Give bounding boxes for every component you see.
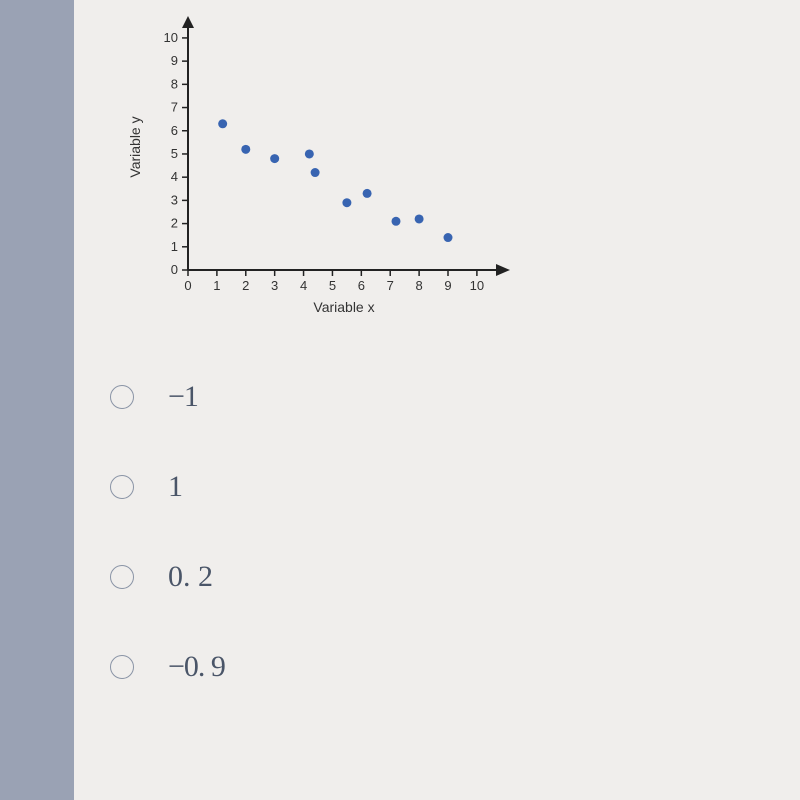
svg-text:Variable x: Variable x — [313, 299, 374, 315]
svg-text:0: 0 — [184, 278, 191, 293]
svg-text:7: 7 — [171, 100, 178, 115]
option-2[interactable]: 0. 2 — [110, 560, 225, 594]
svg-text:7: 7 — [387, 278, 394, 293]
left-margin-bar — [0, 0, 74, 800]
answer-options: −1 1 0. 2 −0. 9 — [110, 380, 225, 740]
scatter-svg: 0 1 2 3 4 5 6 7 8 9 10 0 1 2 3 4 5 6 7 8 9 10 Variable x Variab… — [120, 10, 550, 320]
svg-text:1: 1 — [213, 278, 220, 293]
option-3[interactable]: −0. 9 — [110, 650, 225, 684]
svg-text:5: 5 — [329, 278, 336, 293]
svg-text:6: 6 — [358, 278, 365, 293]
svg-text:8: 8 — [171, 76, 178, 91]
svg-text:2: 2 — [242, 278, 249, 293]
svg-text:2: 2 — [171, 216, 178, 231]
svg-text:3: 3 — [271, 278, 278, 293]
svg-text:8: 8 — [415, 278, 422, 293]
svg-text:4: 4 — [300, 278, 307, 293]
svg-text:3: 3 — [171, 192, 178, 207]
svg-text:4: 4 — [171, 169, 178, 184]
radio-icon[interactable] — [110, 655, 134, 679]
svg-text:1: 1 — [171, 239, 178, 254]
svg-text:10: 10 — [164, 30, 178, 45]
svg-text:10: 10 — [470, 278, 484, 293]
svg-text:Variable y: Variable y — [127, 116, 143, 177]
radio-icon[interactable] — [110, 475, 134, 499]
svg-text:5: 5 — [171, 146, 178, 161]
radio-icon[interactable] — [110, 385, 134, 409]
svg-text:9: 9 — [444, 278, 451, 293]
option-label: 0. 2 — [168, 560, 213, 594]
option-label: −1 — [168, 380, 198, 414]
svg-text:0: 0 — [171, 262, 178, 277]
option-label: −0. 9 — [168, 650, 225, 684]
option-label: 1 — [168, 470, 183, 504]
radio-icon[interactable] — [110, 565, 134, 589]
svg-text:6: 6 — [171, 123, 178, 138]
option-0[interactable]: −1 — [110, 380, 225, 414]
scatter-chart: 0 1 2 3 4 5 6 7 8 9 10 0 1 2 3 4 5 6 7 8 9 10 Variable x Variab… — [120, 10, 550, 320]
option-1[interactable]: 1 — [110, 470, 225, 504]
svg-text:9: 9 — [171, 53, 178, 68]
